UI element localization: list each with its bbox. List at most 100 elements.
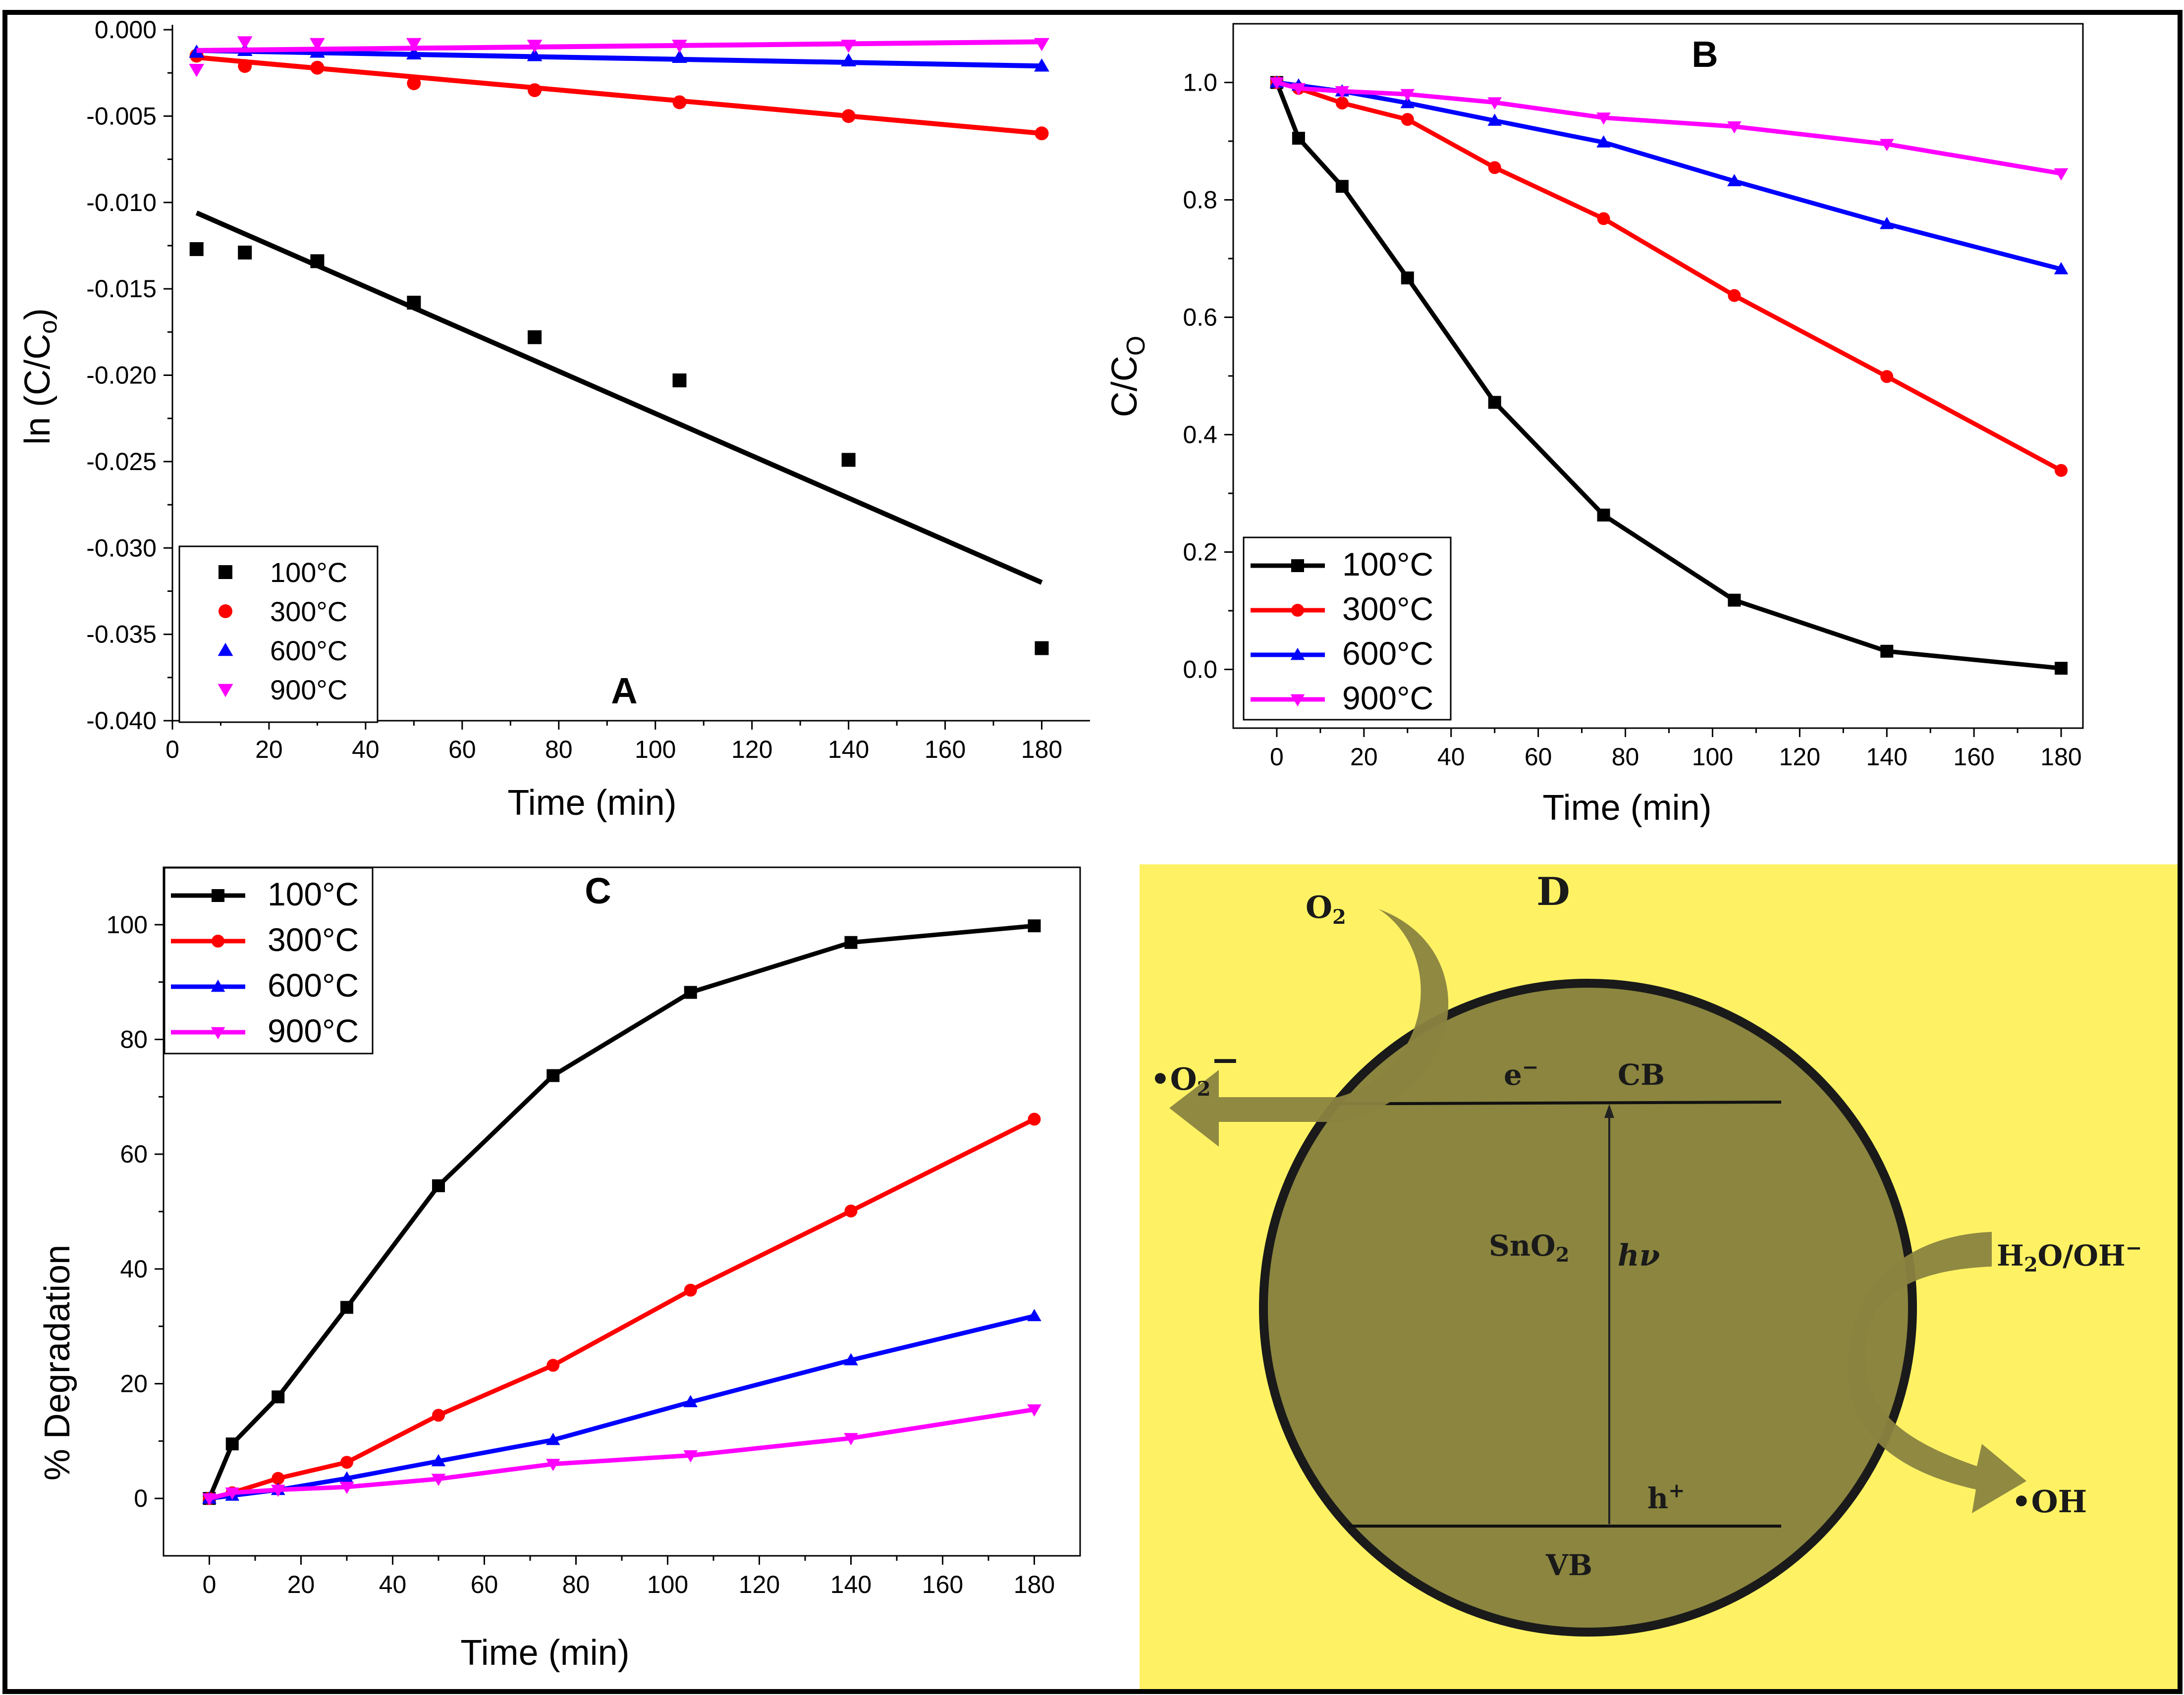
chart-a-x-tick-label: 60 [448, 736, 476, 763]
chart-b-legend-label: 900°C [1342, 680, 1433, 716]
chart-a-point-900C [189, 64, 205, 77]
chart-b-legend-label: 100°C [1342, 546, 1433, 583]
chart-c-legend-label: 600°C [268, 967, 359, 1004]
chart-c-point-300C [844, 1204, 858, 1218]
chart-c-y-tick-label: 80 [120, 1026, 148, 1054]
chart-c-y-tick-label: 0 [134, 1484, 148, 1512]
chart-a-point-300C [407, 76, 421, 91]
chart-b-title: B [1692, 34, 1718, 75]
chart-b-x-tick-label: 20 [1350, 743, 1378, 771]
chart-a-legend-label: 900°C [270, 674, 347, 705]
chart-c-x-tick-label: 120 [739, 1571, 780, 1598]
chart-a-legend-marker [218, 604, 232, 618]
sno2-particle [1259, 979, 1917, 1637]
chart-b-x-tick-label: 100 [1692, 743, 1733, 771]
chart-b-y-tick-label: 1.0 [1183, 69, 1217, 97]
chart-b-legend-label: 300°C [1342, 590, 1433, 627]
chart-c-x-tick-label: 80 [562, 1571, 590, 1598]
chart-b-ylabel: C/CO [1105, 336, 1150, 417]
chart-b-point-300C [1335, 96, 1349, 109]
chart-b-y-tick-label: 0.6 [1183, 304, 1217, 331]
chart-a-point-100C [189, 242, 204, 256]
chart-a-point-100C [672, 373, 687, 387]
chart-c-point-300C [340, 1456, 353, 1469]
chart-c-y-tick-label: 100 [107, 911, 148, 939]
chart-b-y-tick-label: 0.0 [1183, 656, 1217, 684]
chart-a-y-tick-label: -0.025 [86, 448, 157, 476]
chart-b-point-100C [1488, 396, 1501, 409]
chart-b-legend-marker [1291, 559, 1304, 572]
chart-b-point-100C [1292, 132, 1305, 145]
chart-c-x-tick-label: 40 [379, 1571, 407, 1598]
chart-b-legend: 100°C 300°C 600°C 900°C [1243, 536, 1452, 721]
hydroxyl-label: •OH [2012, 1483, 2087, 1520]
chart-a-fit-line-100C [195, 211, 1043, 585]
chart-b-y-tick-label: 0.4 [1183, 421, 1217, 449]
chart-c-y-tick-label: 60 [120, 1140, 148, 1168]
chart-a-x-tick-label: 160 [925, 736, 966, 763]
chart-c-ylabel: % Degradation [38, 1245, 77, 1481]
chart-a-point-100C [528, 330, 542, 344]
chart-b-x-tick-label: 0 [1270, 743, 1284, 771]
chart-a-legend-label: 300°C [270, 596, 347, 627]
chart-c-point-100C [340, 1301, 353, 1314]
chart-c-point-100C [272, 1390, 285, 1404]
chart-panel-a: 0 20 40 60 80 100 120 140 160 180 0.000 -0.005 -0.01… [18, 16, 1090, 823]
chart-a-y-tick-label: -0.005 [86, 102, 157, 130]
chart-c-title: C [585, 870, 611, 911]
chart-c-point-300C [684, 1283, 697, 1297]
chart-a-legend-marker [218, 565, 232, 579]
chart-b-xlabel: Time (min) [1542, 788, 1711, 828]
chart-b-point-100C [1401, 271, 1414, 285]
chart-c-point-100C [684, 986, 697, 999]
chart-b-point-100C [1880, 644, 1894, 658]
chart-c-line-600C [209, 1314, 1035, 1501]
chart-a-y-tick-label: -0.030 [86, 534, 157, 562]
chart-c-series-600C [202, 1309, 1041, 1504]
chart-c-point-100C [225, 1437, 239, 1451]
chart-b-y-tick-label: 0.2 [1183, 538, 1217, 566]
chart-c-legend-label: 100°C [268, 876, 359, 912]
chart-c-point-100C [1028, 919, 1041, 933]
chart-a-y-tick-label: -0.015 [86, 275, 157, 303]
chart-a-point-300C [841, 109, 856, 123]
water-label: H2O/OH− [1997, 1236, 2142, 1276]
chart-c-x-tick-label: 100 [647, 1571, 688, 1598]
chart-b-line-600C [1276, 80, 2062, 271]
mechanism-diagram: D O2 •O2− e− CB SnO2 hν h+ VB H2O/OH− •O… [1140, 864, 2180, 1689]
chart-c-y-tick-label: 40 [120, 1255, 148, 1283]
chart-a-point-300C [528, 83, 542, 98]
chart-b-line-300C [1276, 80, 2063, 473]
chart-panel-b: 0 20 40 60 80 100 120 140 160 180 0.0 0.2 0.4 0.6 0.8 1… [1105, 23, 2084, 828]
chart-a-x-tick-label: 20 [255, 736, 283, 763]
chart-b-point-300C [1488, 161, 1501, 174]
chart-a-title: A [611, 670, 637, 711]
chart-b-x-tick-label: 160 [1953, 743, 1994, 771]
chart-a-point-300C [672, 95, 687, 109]
chart-a-legend: 100°C 300°C 600°C 900°C [178, 545, 379, 723]
chart-a-point-300C [238, 59, 252, 73]
chart-c-legend-label: 900°C [268, 1012, 359, 1049]
chart-c-legend-marker [212, 935, 224, 948]
conduction-band-label: CB [1618, 1058, 1665, 1092]
chart-b-point-300C [1597, 212, 1610, 225]
chart-c-x-tick-label: 160 [922, 1571, 963, 1598]
chart-panel-c: 0 20 40 60 80 100 120 140 160 180 0 20 40 60 80 100 Tim… [38, 866, 1081, 1673]
chart-a-point-100C [238, 245, 252, 260]
chart-a-ylabel: ln (C/Co) [18, 308, 62, 445]
chart-a-legend-label: 600°C [270, 635, 347, 666]
chart-a-x-tick-label: 180 [1021, 736, 1062, 763]
chart-a-y-tick-label: -0.010 [86, 189, 157, 216]
chart-a-x-tick-label: 140 [828, 736, 869, 763]
chart-b-x-tick-label: 120 [1779, 743, 1820, 771]
chart-c-x-tick-label: 140 [830, 1571, 872, 1598]
chart-a-fit-line-600C [196, 48, 1042, 69]
chart-b-x-tick-label: 140 [1866, 743, 1908, 771]
chart-b-point-300C [2055, 464, 2068, 477]
chart-c-x-tick-label: 180 [1014, 1571, 1055, 1598]
chart-a-y-tick-label: -0.040 [86, 707, 157, 735]
chart-b-x-tick-label: 180 [2040, 743, 2081, 771]
chart-b-point-100C [2055, 662, 2068, 675]
chart-a-point-600C [841, 53, 857, 66]
